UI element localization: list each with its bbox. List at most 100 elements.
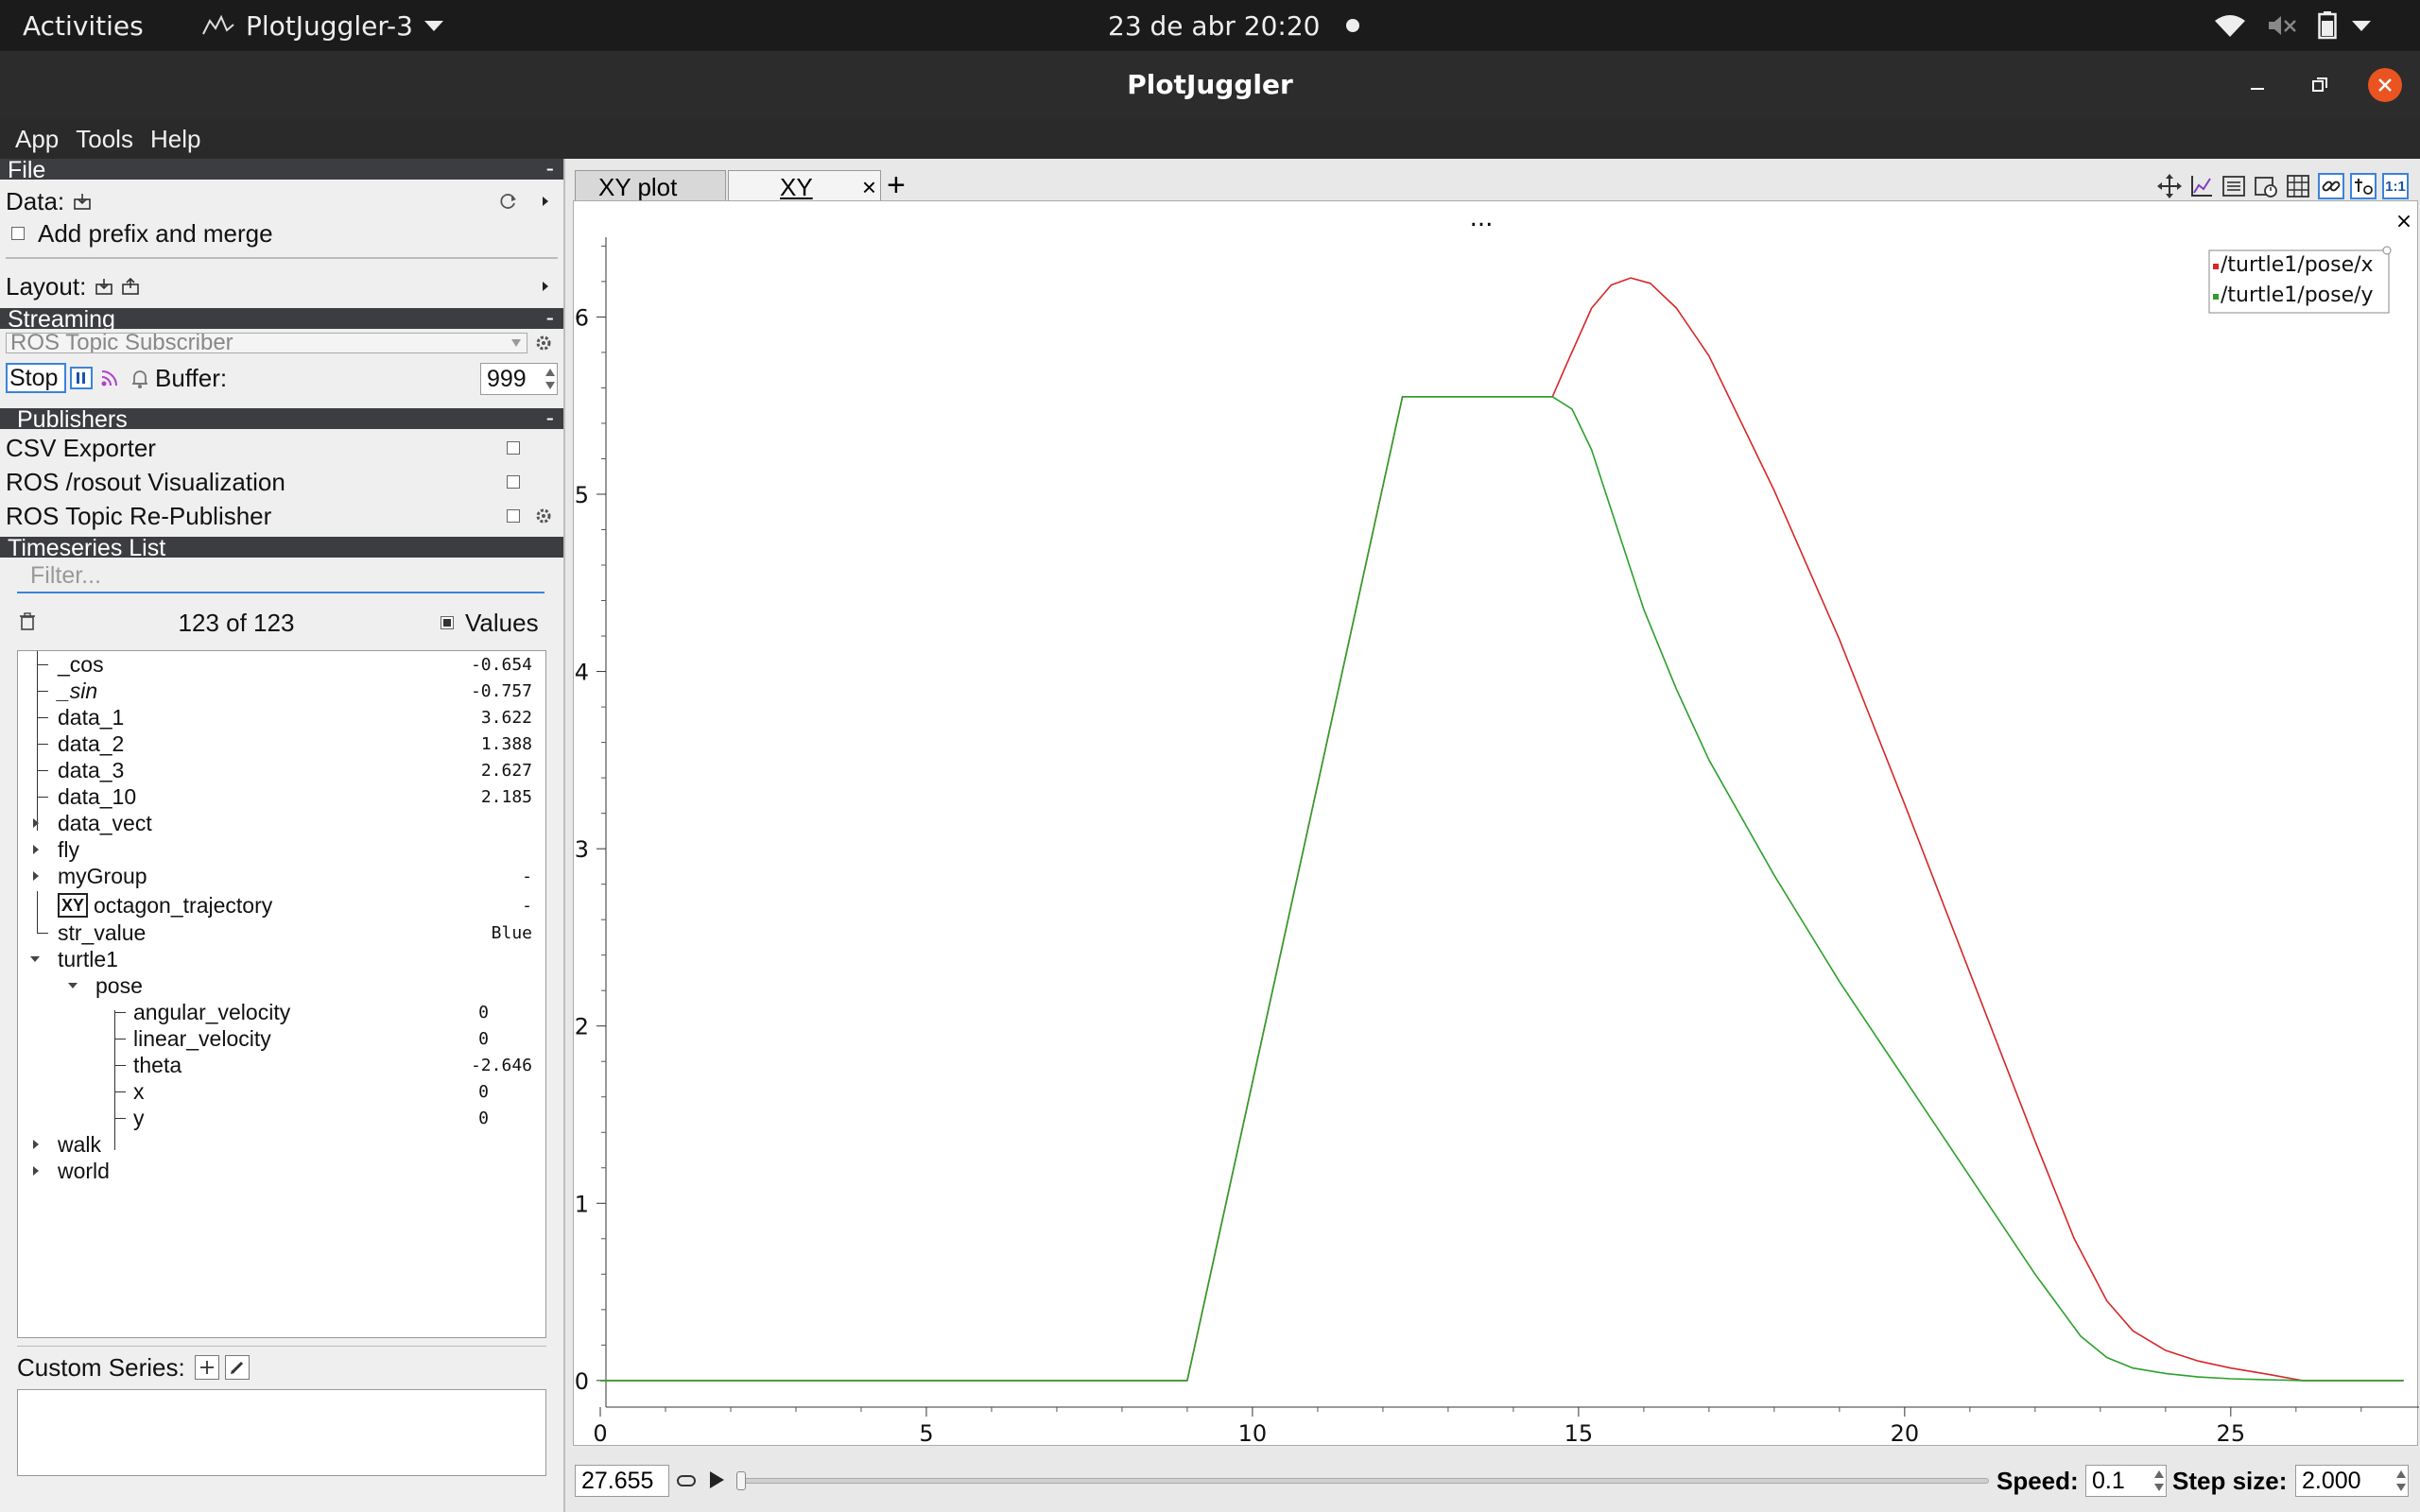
tree-row[interactable]: data_vect — [18, 810, 545, 836]
clock-button[interactable]: 23 de abr 20:20 — [1108, 0, 1360, 51]
tree-row[interactable]: data_2 1.388 — [18, 730, 545, 757]
xy-chart[interactable]: 0 1 2 3 4 5 6 0 5 10 15 20 25 ... × /turtle1/pose/x… — [574, 201, 2419, 1447]
expand-arrow-icon[interactable] — [31, 817, 41, 829]
load-layout-icon[interactable] — [95, 278, 113, 295]
prefix-merge-row[interactable]: Add prefix and merge — [6, 219, 273, 248]
tree-row[interactable]: data_10 2.185 — [18, 783, 545, 810]
tree-row[interactable]: theta -2.646 — [18, 1052, 545, 1078]
legend-resize-handle[interactable] — [2382, 246, 2392, 255]
expand-arrow-icon[interactable] — [31, 1165, 41, 1177]
move-icon[interactable] — [2157, 174, 2182, 198]
publisher-enable-checkbox[interactable] — [507, 441, 520, 455]
tree-row[interactable]: myGroup - — [18, 863, 545, 889]
time-slider-handle[interactable] — [736, 1471, 746, 1490]
collapse-arrow-icon[interactable] — [67, 981, 78, 990]
save-layout-icon[interactable] — [122, 278, 140, 295]
timeseries-section-header[interactable]: Timeseries List — [0, 537, 563, 558]
filter-input[interactable]: Filter... — [17, 559, 544, 593]
pause-button[interactable] — [70, 367, 93, 389]
legend-label[interactable]: /turtle1/pose/x — [2221, 253, 2374, 277]
plot-close-icon[interactable]: × — [2395, 210, 2412, 233]
streaming-section-header[interactable]: Streaming - — [0, 308, 563, 329]
spin-arrows-icon[interactable] — [2396, 1469, 2406, 1493]
tree-row[interactable]: angular_velocity 0 — [18, 999, 545, 1025]
tree-row[interactable]: turtle1 — [18, 946, 545, 972]
tree-row[interactable]: _sin -0.757 — [18, 678, 545, 704]
prefix-merge-checkbox[interactable] — [11, 227, 25, 240]
expand-arrow-icon[interactable] — [31, 1139, 41, 1150]
close-window-button[interactable] — [2368, 68, 2402, 102]
streaming-settings-gear-icon[interactable] — [535, 335, 552, 352]
spin-arrows-icon[interactable] — [545, 367, 555, 391]
system-tray[interactable] — [2193, 0, 2371, 51]
tree-row[interactable]: walk — [18, 1131, 545, 1158]
plot-menu-dots[interactable]: ... — [1470, 204, 1494, 232]
close-tab-icon[interactable]: × — [861, 173, 876, 201]
link-axes-toggle[interactable] — [2318, 173, 2344, 199]
tree-row[interactable]: world — [18, 1158, 545, 1184]
tree-row[interactable]: _cos -0.654 — [18, 651, 545, 678]
x-tick-label: 10 — [1238, 1420, 1268, 1447]
current-time-field[interactable]: 27.655 — [575, 1465, 669, 1497]
publisher-enable-checkbox[interactable] — [507, 475, 520, 489]
chart-axes-icon[interactable] — [2189, 174, 2214, 198]
loop-icon[interactable] — [675, 1470, 698, 1491]
maximize-button[interactable] — [2303, 68, 2337, 102]
expand-arrow-icon[interactable] — [31, 870, 41, 882]
tree-row[interactable]: fly — [18, 836, 545, 863]
clock-history-icon[interactable] — [2254, 174, 2278, 198]
tree-row[interactable]: XY octagon_trajectory - — [18, 891, 545, 919]
menu-help[interactable]: Help — [149, 124, 201, 153]
legend-icon[interactable] — [2221, 174, 2246, 198]
data-options-arrow-icon[interactable] — [541, 195, 550, 208]
plot-canvas-frame[interactable]: 0 1 2 3 4 5 6 0 5 10 15 20 25 ... × /turtle1/pose/x… — [573, 200, 2419, 1447]
play-icon[interactable] — [707, 1469, 726, 1491]
publisher-settings-gear-icon[interactable] — [535, 507, 552, 524]
time-slider-track[interactable] — [736, 1471, 1989, 1490]
bell-icon[interactable] — [130, 369, 149, 389]
custom-series-list[interactable] — [17, 1389, 546, 1476]
layout-options-arrow-icon[interactable] — [541, 280, 550, 293]
values-toggle[interactable]: Values — [441, 607, 539, 639]
menu-app[interactable]: App — [15, 124, 60, 153]
tree-row[interactable]: str_value Blue — [18, 919, 545, 946]
trash-icon[interactable] — [19, 612, 36, 631]
spin-arrows-icon[interactable] — [2154, 1469, 2164, 1493]
rss-feed-icon[interactable] — [100, 369, 119, 387]
menu-tools[interactable]: Tools — [76, 124, 133, 153]
speed-spinbox[interactable]: 0.1 — [2085, 1465, 2167, 1497]
expand-arrow-icon[interactable] — [31, 844, 41, 855]
activities-button[interactable]: Activities — [23, 9, 144, 42]
tree-row[interactable]: pose — [18, 972, 545, 999]
tab-xy[interactable]: XY × — [728, 170, 881, 204]
ratio-1-1-icon[interactable]: 1:1 — [2382, 173, 2409, 199]
panel-splitter[interactable] — [563, 159, 565, 1512]
values-checkbox[interactable] — [441, 616, 454, 629]
grid-icon[interactable] — [2286, 174, 2310, 198]
tree-row[interactable]: data_3 2.627 — [18, 757, 545, 783]
stop-streaming-button[interactable]: Stop — [6, 363, 66, 393]
legend-label[interactable]: /turtle1/pose/y — [2221, 284, 2374, 307]
buffer-spinbox[interactable]: 999 — [480, 363, 558, 395]
time-offset-toggle[interactable] — [2350, 173, 2377, 199]
streaming-source-select[interactable]: ROS Topic Subscriber — [6, 333, 527, 353]
minimize-button[interactable] — [2240, 68, 2274, 102]
step-size-spinbox[interactable]: 2.000 — [2295, 1465, 2409, 1497]
chart-legend[interactable]: /turtle1/pose/x/turtle1/pose/y — [2208, 246, 2392, 314]
app-menu-button[interactable]: PlotJuggler-3 — [202, 0, 455, 51]
add-custom-series-button[interactable] — [194, 1355, 219, 1380]
add-tab-button[interactable]: + — [887, 167, 906, 203]
collapse-arrow-icon[interactable] — [29, 954, 41, 964]
reload-icon[interactable] — [499, 192, 518, 211]
timeseries-tree[interactable]: _cos -0.654 _sin -0.757 data_1 3.622 data_2… — [17, 650, 546, 1338]
publisher-enable-checkbox[interactable] — [507, 509, 520, 523]
file-section-header[interactable]: File - — [0, 159, 563, 180]
load-data-icon[interactable] — [74, 193, 91, 210]
tab-xy-plot[interactable]: XY plot — [575, 170, 726, 204]
tree-row[interactable]: linear_velocity 0 — [18, 1025, 545, 1052]
edit-custom-series-button[interactable] — [224, 1355, 250, 1380]
tree-row[interactable]: data_1 3.622 — [18, 704, 545, 730]
publishers-section-header[interactable]: Publishers - — [0, 408, 563, 429]
